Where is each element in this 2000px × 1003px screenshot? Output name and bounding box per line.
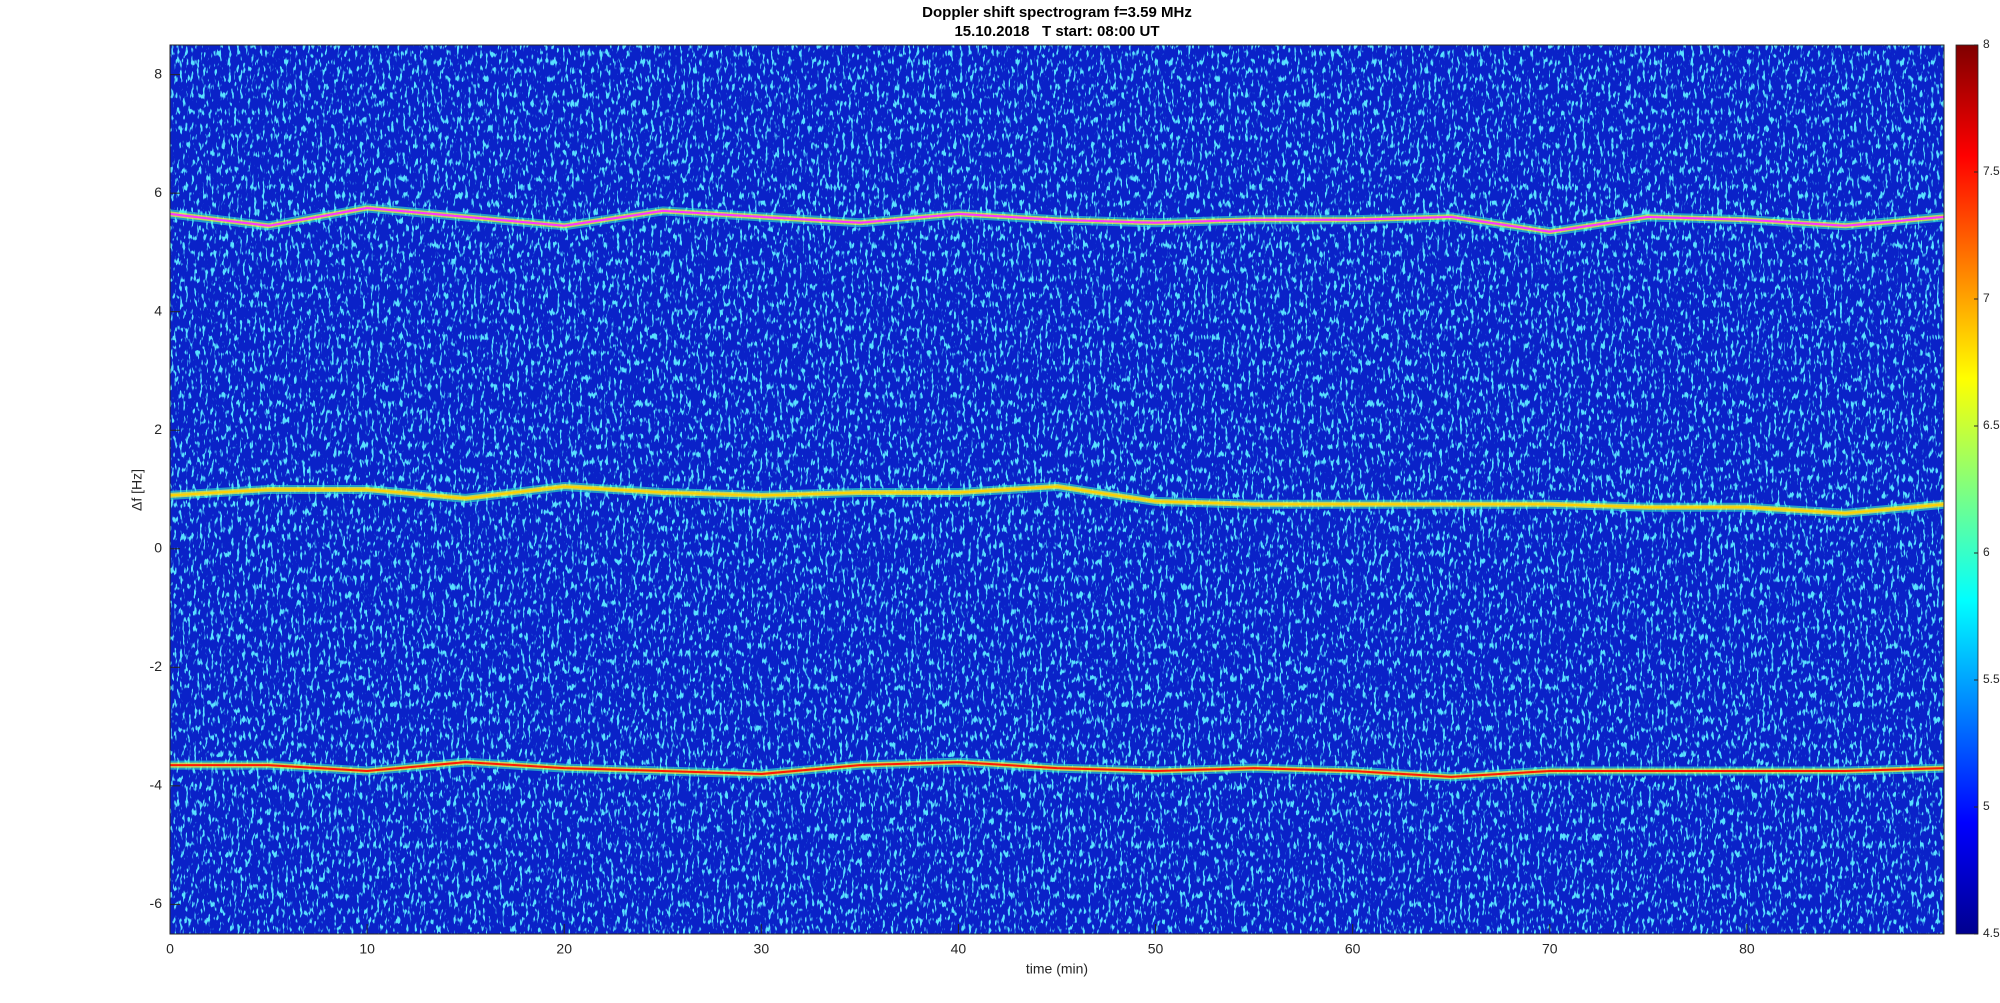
trace-line <box>169 485 1945 515</box>
y-tick-label: -2 <box>150 658 163 674</box>
x-tick-label: 70 <box>1542 941 1558 957</box>
trace-line <box>169 207 1945 233</box>
colorbar-tick-label: 4.5 <box>1983 926 2000 940</box>
y-tick-label: 2 <box>154 421 162 437</box>
colorbar-tick-label: 6 <box>1983 545 1990 559</box>
x-tick-label: 60 <box>1345 941 1361 957</box>
x-tick-label: 0 <box>166 941 174 957</box>
colorbar-tick-label: 8 <box>1983 37 1990 51</box>
colorbar <box>1955 44 1979 935</box>
y-axis-label: Δf [Hz] <box>129 469 145 511</box>
trace-line <box>170 761 1945 778</box>
colorbar-tick-label: 5.5 <box>1983 672 2000 686</box>
chart-subtitle: 15.10.2018 T start: 08:00 UT <box>954 23 1159 40</box>
y-tick-label: 8 <box>154 65 162 81</box>
colorbar-tick-label: 5 <box>1983 799 1990 813</box>
y-tick-label: 6 <box>154 184 162 200</box>
colorbar-tick-label: 7 <box>1983 291 1990 305</box>
colorbar-tick-label: 7.5 <box>1983 164 2000 178</box>
x-tick-label: 50 <box>1148 941 1164 957</box>
y-tick-label: 4 <box>154 302 162 318</box>
x-axis-label: time (min) <box>1026 961 1088 977</box>
x-tick-label: 20 <box>556 941 572 957</box>
x-tick-label: 40 <box>951 941 967 957</box>
y-tick-label: -4 <box>150 777 163 793</box>
plot-frame <box>169 44 1945 935</box>
chart-title: Doppler shift spectrogram f=3.59 MHz <box>922 4 1192 21</box>
x-tick-label: 30 <box>754 941 770 957</box>
y-tick-label: 0 <box>154 539 162 555</box>
x-tick-label: 10 <box>359 941 375 957</box>
colorbar-tick-label: 6.5 <box>1983 418 2000 432</box>
x-tick-label: 80 <box>1739 941 1755 957</box>
y-tick-label: -6 <box>150 895 163 911</box>
